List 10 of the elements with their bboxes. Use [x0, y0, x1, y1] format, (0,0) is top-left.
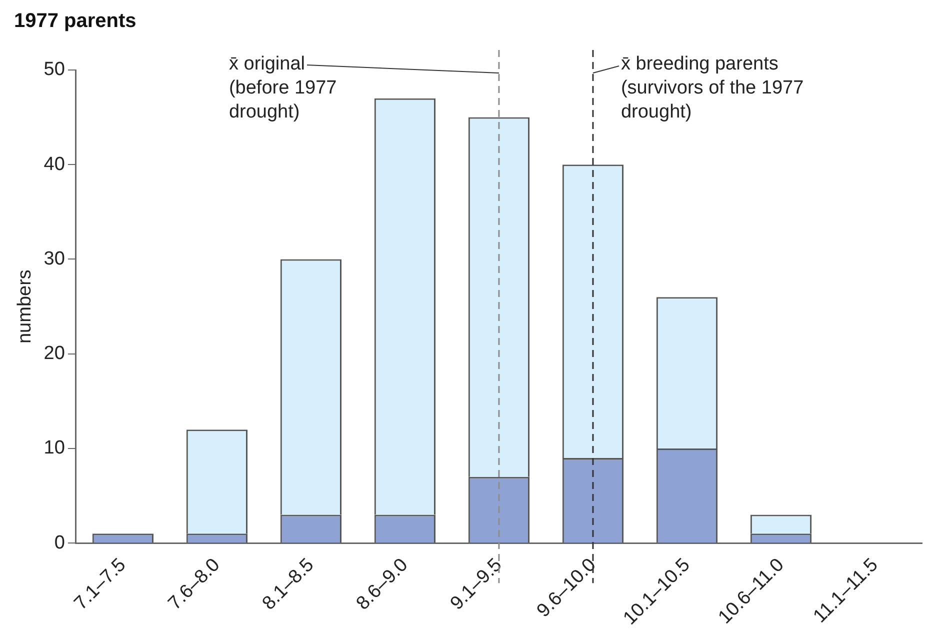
- y-axis-title: numbers: [14, 270, 36, 344]
- y-tick-label: 0: [54, 532, 65, 554]
- ref-line-label: x̄ breeding parents (survivors of the 1977 drought): [620, 54, 804, 123]
- y-tick-label: 10: [44, 438, 65, 459]
- ref-line-label: x̄ original (before 1977 drought): [228, 54, 337, 123]
- chart-title: 1977 parents: [14, 10, 136, 33]
- y-tick-label: 40: [44, 154, 65, 175]
- y-tick-label: 20: [44, 343, 65, 364]
- y-tick-label: 50: [44, 59, 65, 80]
- y-tick-label: 30: [44, 248, 65, 270]
